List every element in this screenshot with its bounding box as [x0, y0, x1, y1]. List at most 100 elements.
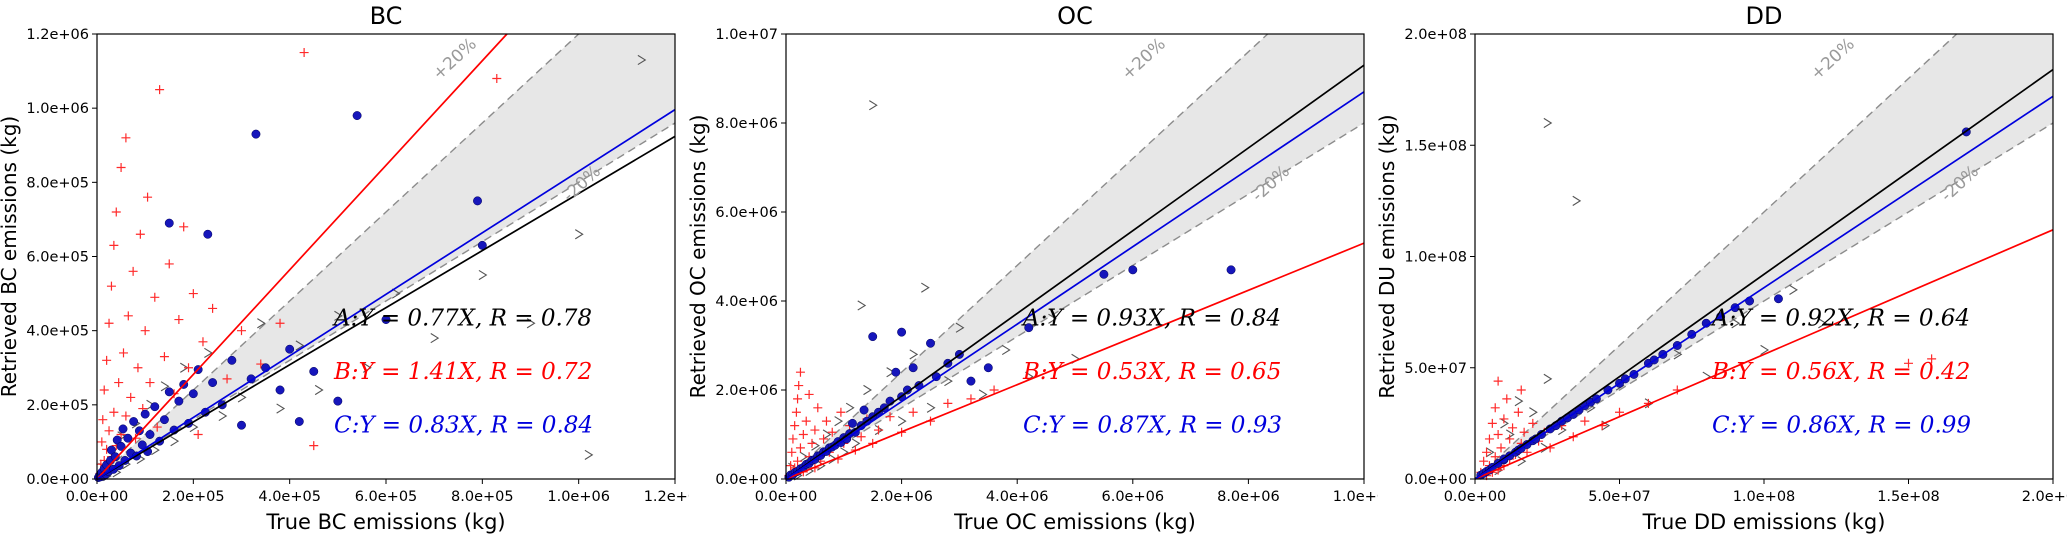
plus-marker	[786, 461, 796, 471]
axes-frame	[785, 33, 1365, 480]
tri-right-marker	[151, 445, 160, 456]
tri-right-marker	[160, 381, 170, 392]
plus-marker	[1502, 394, 1512, 404]
fit-line-A	[1474, 68, 2054, 480]
fit-line-C	[1474, 95, 2054, 480]
circle-marker	[352, 111, 362, 121]
circle-marker	[159, 415, 169, 425]
y-tick-label: 2.0e+08	[1404, 27, 1467, 43]
tri-right-marker	[363, 362, 372, 373]
circle-marker	[134, 426, 144, 436]
y-tick-label: 1.0e+07	[715, 27, 778, 43]
tri-right-marker	[869, 100, 878, 111]
y-tick-label: 4.0e+06	[715, 294, 778, 310]
tri-right-marker	[944, 376, 953, 387]
tri-right-marker	[295, 340, 305, 351]
x-axis-label: True DD emissions (kg)	[1642, 510, 1886, 534]
y-tick-label: 4.0e+05	[26, 324, 89, 340]
fit-line-B	[785, 242, 1365, 480]
panel-title: DD	[1746, 2, 1783, 30]
plus-marker	[795, 443, 805, 453]
circle-marker	[1774, 294, 1783, 304]
plus-marker	[821, 416, 831, 426]
tri-right-marker	[1048, 313, 1057, 324]
circle-marker	[859, 405, 869, 415]
tri-right-marker	[1505, 429, 1515, 440]
tri-right-marker	[926, 402, 936, 413]
x-tick-label: 4.0e+05	[258, 489, 321, 505]
tri-right-marker	[526, 318, 536, 329]
scatter-series-B	[1476, 354, 1937, 481]
plus-marker	[1496, 443, 1506, 453]
tri-right-marker	[1485, 447, 1495, 458]
plus-marker	[791, 407, 801, 417]
plus-marker	[810, 425, 820, 435]
circle-marker	[1099, 269, 1109, 279]
chart-svg-oc: 0.0e+000.0e+00 2.0e+06 2.0e+06 4.0e+06 4.0e+…	[689, 2, 1378, 534]
y-axis-label: Retrieved DU emissions (kg)	[1378, 114, 1399, 398]
tri-right-marker	[170, 436, 180, 447]
plus-marker	[492, 74, 502, 83]
y-tick-label: 8.0e+06	[715, 116, 778, 132]
y-tick-label: 6.0e+06	[715, 205, 778, 221]
legend-line-C: C:Y = 0.87X, R = 0.93	[1023, 412, 1282, 438]
band-lower-edge	[96, 122, 676, 480]
tri-right-marker	[1731, 318, 1741, 329]
x-tick-label: 1.0e+08	[1733, 489, 1796, 505]
tri-right-marker	[204, 347, 213, 358]
circle-marker	[275, 385, 285, 395]
plus-marker	[798, 430, 808, 439]
plus-marker	[237, 326, 246, 336]
x-axis-label: True BC emissions (kg)	[265, 510, 505, 534]
chart-panel-dd: 0.0e+00 0.0e+00 5.0e+07 5.0e+07 1.0e+08 1.0e+…	[1378, 0, 2067, 543]
circle-marker	[966, 376, 976, 386]
chart-svg-dd: 0.0e+000.0e+00 5.0e+07 5.0e+07 1.0e+08 1.0e+…	[1378, 2, 2067, 534]
plus-marker	[1505, 434, 1515, 444]
plus-marker	[1484, 434, 1494, 444]
chart-panel-bc: 0.0e+00 0.0e+00 2.0e+05 2.0e+05 4.0e+05 4.0e+…	[0, 0, 689, 543]
x-tick-label: 6.0e+05	[355, 489, 418, 505]
plus-marker	[908, 407, 918, 417]
tri-right-marker	[921, 282, 930, 293]
circle-marker	[848, 418, 857, 428]
plus-marker	[174, 315, 184, 325]
plus-marker	[793, 394, 803, 404]
chart-svg-bc: 0.0e+000.0e+00 2.0e+05 2.0e+05 4.0e+05 4.0e+…	[0, 2, 689, 534]
x-tick-label: 1.0e+07	[1333, 489, 1378, 505]
tri-right-marker	[845, 402, 855, 413]
plus-marker	[155, 85, 165, 95]
tri-right-marker	[1558, 424, 1567, 436]
tri-right-marker	[851, 438, 861, 449]
plus-marker	[159, 352, 169, 362]
circle-marker	[983, 363, 993, 373]
plus-marker	[836, 407, 846, 417]
tri-right-marker	[637, 54, 647, 66]
circle-marker	[908, 363, 918, 373]
legend-line-A: A:Y = 0.77X, R = 0.78	[332, 305, 592, 331]
plus-marker	[787, 447, 797, 457]
plus-marker	[208, 303, 218, 313]
tri-right-marker	[955, 322, 965, 333]
plus-marker	[1519, 427, 1529, 437]
plus-marker	[121, 411, 131, 421]
plus-marker	[140, 326, 150, 336]
y-tick-label: 2.0e+06	[715, 383, 778, 399]
plus-marker	[793, 456, 803, 466]
plus-marker	[128, 266, 138, 276]
plus-marker	[794, 381, 804, 391]
y-tick-label: 2.0e+05	[26, 398, 89, 414]
plus-marker	[1487, 418, 1497, 428]
plus-marker	[309, 441, 319, 451]
plus-marker	[133, 363, 143, 373]
y-tick-label: 0.0e+00	[26, 472, 89, 488]
circle-marker	[237, 420, 246, 430]
legend-line-A: A:Y = 0.93X, R = 0.84	[1021, 305, 1281, 331]
plus-marker	[152, 422, 162, 432]
circle-marker	[110, 452, 120, 462]
circle-marker	[294, 417, 304, 426]
tri-right-marker	[816, 460, 826, 471]
plus-marker	[135, 229, 145, 239]
plus-marker	[1490, 452, 1500, 462]
plus-marker	[813, 403, 823, 413]
